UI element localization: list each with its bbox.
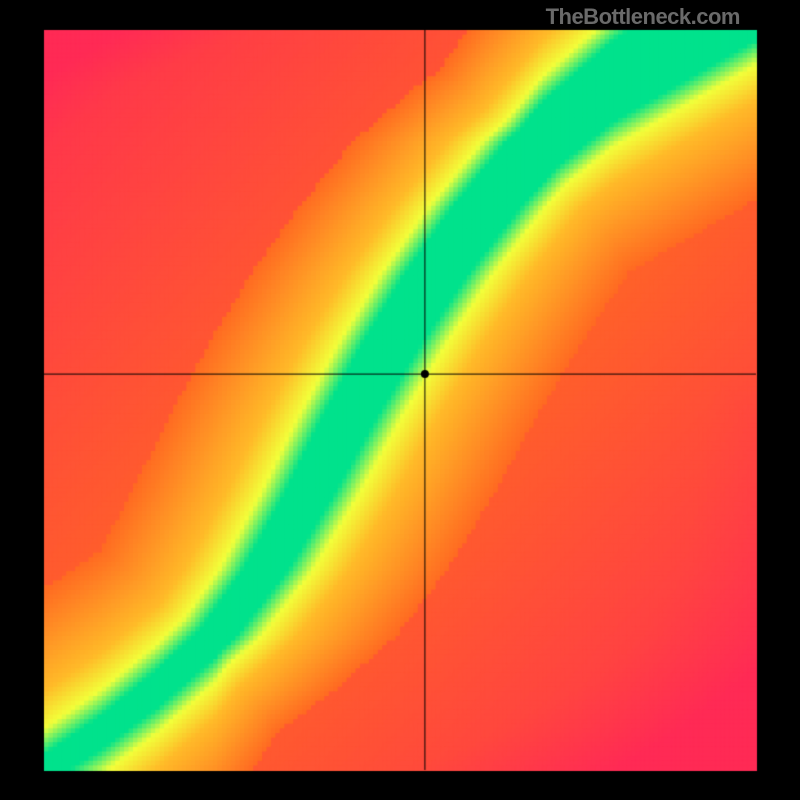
chart-container: TheBottleneck.com <box>0 0 800 800</box>
watermark-label: TheBottleneck.com <box>546 4 740 29</box>
bottleneck-heatmap <box>0 0 800 800</box>
watermark-text: TheBottleneck.com <box>546 4 740 30</box>
